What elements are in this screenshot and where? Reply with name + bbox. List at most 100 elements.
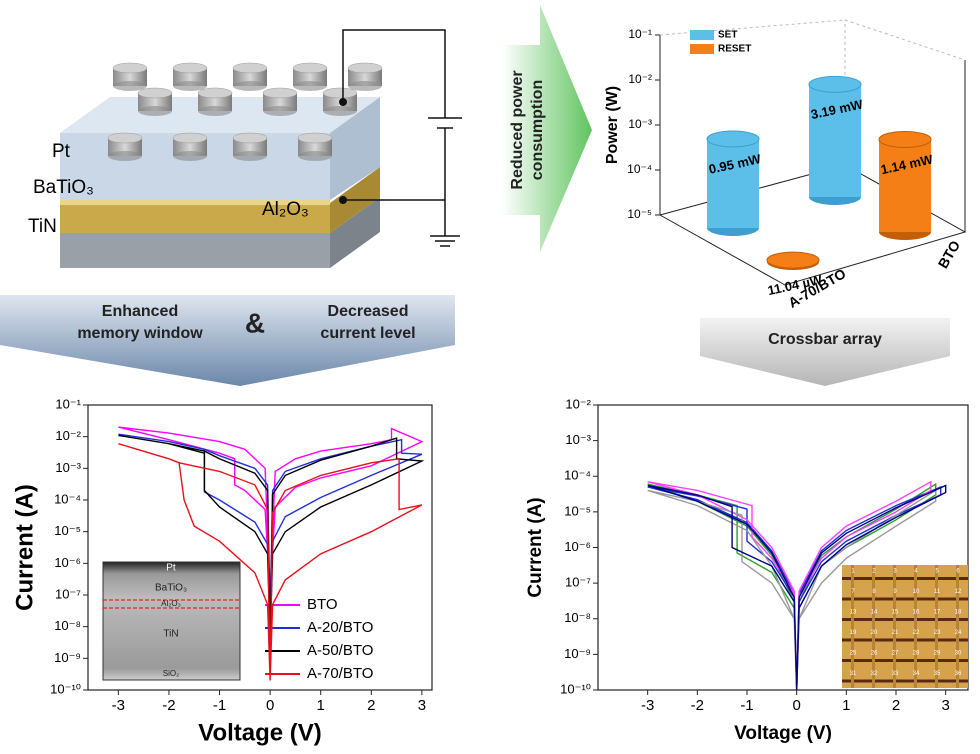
crossbar-cell: 17 <box>934 610 941 616</box>
y-tick-label: 10⁻⁴ <box>54 491 81 506</box>
banner-text: current level <box>320 325 415 342</box>
electrode-bottom <box>298 151 332 161</box>
iv-curve <box>647 484 947 691</box>
crossbar-cell: 14 <box>871 610 878 616</box>
iv-curve <box>118 443 423 681</box>
tin-label: TiN <box>28 216 57 237</box>
y-tick-label: 10⁻³ <box>565 432 591 447</box>
electrode-bottom <box>293 81 327 91</box>
electrode-bottom <box>108 151 142 161</box>
legend-label: A-70/BTO <box>307 665 373 682</box>
tin-layer <box>60 203 330 233</box>
crossbar-cell: 26 <box>871 651 878 657</box>
banner-text: Decreased <box>328 303 409 320</box>
y-tick-label: 10⁻¹ <box>628 27 652 41</box>
x-tick-label: -1 <box>213 697 226 714</box>
legend-label: BTO <box>307 596 338 613</box>
bto-side <box>330 97 380 200</box>
power-arrow <box>502 5 592 252</box>
crossbar-cell: 25 <box>850 651 857 657</box>
crossbar-cell: 16 <box>913 610 920 616</box>
legend-label: A-20/BTO <box>307 619 373 636</box>
crossbar-cell: 34 <box>913 671 920 677</box>
x-tick-label: 0 <box>792 697 800 714</box>
y-tick-label: 10⁻⁵ <box>627 207 652 221</box>
electrode-top <box>197 87 233 99</box>
electrode-top <box>172 62 208 74</box>
electrode-bottom <box>348 81 382 91</box>
crossbar-line <box>956 565 959 688</box>
crossbar-line <box>842 577 968 580</box>
electrode-top <box>232 62 268 74</box>
crossbar-cell: 10 <box>913 589 920 595</box>
x-tick-label: -2 <box>162 697 175 714</box>
crossbar-line <box>842 597 968 601</box>
crossbar-cell: 9 <box>893 589 897 595</box>
crossbar-cell: 36 <box>955 671 962 677</box>
electrode-top <box>172 132 208 144</box>
y-tick-label: 10⁻⁷ <box>55 586 81 601</box>
electrode-top <box>262 87 298 99</box>
crossbar-cell: 35 <box>934 671 941 677</box>
crossbar-line <box>872 565 875 688</box>
y-tick-label: 10⁻⁶ <box>564 539 591 554</box>
y-tick-label: 10⁻¹⁰ <box>50 681 81 696</box>
crossbar-cell: 7 <box>851 589 855 595</box>
crossbar-arrow <box>700 318 950 386</box>
power-text: consumption <box>529 80 546 180</box>
crossbar-cell: 19 <box>850 630 857 636</box>
crossbar-cell: 23 <box>934 630 941 636</box>
crossbar-cell: 6 <box>956 569 960 575</box>
crossbar-cell: 18 <box>955 610 962 616</box>
y-tick-label: 10⁻¹⁰ <box>560 681 591 696</box>
substrate-side <box>330 197 380 268</box>
x-tick-label: 1 <box>842 697 850 714</box>
y-tick-label: 10⁻⁷ <box>565 575 591 590</box>
bar-cap <box>808 75 862 93</box>
iv-curve <box>118 426 424 596</box>
al2o3-label: Al₂O₃ <box>262 199 309 220</box>
contact <box>339 98 347 106</box>
x-tick-label: 2 <box>892 697 900 714</box>
y-tick-label: 10⁻⁴ <box>627 162 652 176</box>
crossbar-line <box>842 659 968 662</box>
crossbar-text: Crossbar array <box>768 331 882 348</box>
crossbar-cell: 28 <box>913 651 920 657</box>
electrode-top <box>107 132 143 144</box>
legend-swatch <box>690 30 714 40</box>
y-tick-label: 10⁻⁴ <box>564 468 591 483</box>
crossbar-cell: 29 <box>934 651 941 657</box>
electrode-top <box>322 87 358 99</box>
crossbar-cell: 31 <box>850 671 857 677</box>
iv-curve <box>118 433 423 627</box>
y-tick-label: 10⁻⁹ <box>564 646 591 661</box>
crossbar-cell: 27 <box>892 651 899 657</box>
banner-text: Enhanced <box>102 303 178 320</box>
x-tick-label: -3 <box>112 697 125 714</box>
electrode-bottom <box>323 106 357 116</box>
x-tick-label: -2 <box>691 697 704 714</box>
electrode-bottom <box>263 106 297 116</box>
electrode-top <box>137 87 173 99</box>
legend-label: SET <box>718 30 737 41</box>
tem-label: Al₂O₃ <box>161 599 181 608</box>
crossbar-cell: 15 <box>892 610 899 616</box>
crossbar-line <box>935 565 938 688</box>
crossbar-cell: 24 <box>955 630 962 636</box>
x-axis-label: Voltage (V) <box>198 719 322 746</box>
crossbar-cell: 22 <box>913 630 920 636</box>
electrode-bottom <box>173 81 207 91</box>
x-tick-label: -3 <box>641 697 654 714</box>
x-tick-label: 1 <box>317 697 325 714</box>
y-tick-label: 10⁻² <box>565 396 591 411</box>
electrode-bottom <box>113 81 147 91</box>
y-tick-label: 10⁻⁵ <box>564 503 591 518</box>
iv-curve <box>647 480 932 691</box>
crossbar-cell: 13 <box>850 610 857 616</box>
crossbar-line <box>914 565 917 688</box>
iv-curve <box>647 489 937 691</box>
y-tick-label: 10⁻⁹ <box>54 650 81 665</box>
bar <box>879 139 931 232</box>
y-tick-label: 10⁻³ <box>628 117 652 131</box>
